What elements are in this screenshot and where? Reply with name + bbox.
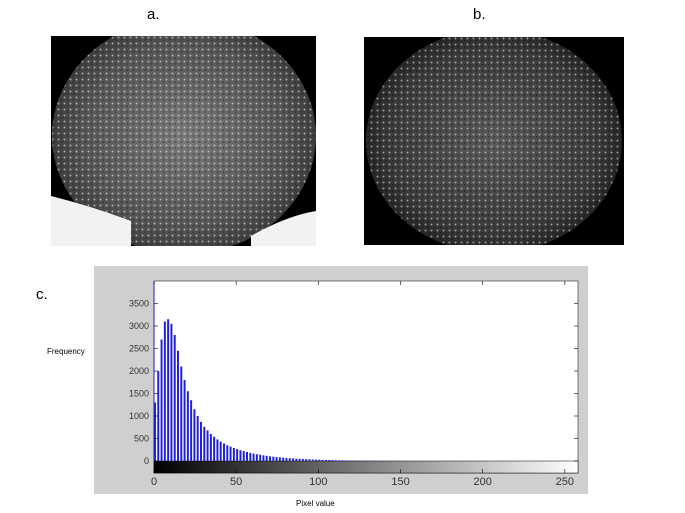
histogram-bar [242, 451, 245, 461]
histogram-bar [183, 380, 186, 461]
histogram-bar [305, 459, 308, 461]
histogram-bar [173, 335, 176, 461]
y-tick-label: 3500 [129, 299, 149, 309]
x-tick-label: 200 [474, 476, 492, 488]
histogram-bar [347, 460, 350, 461]
histogram-bar [180, 366, 183, 461]
histogram-bar [255, 454, 258, 461]
histogram-bar [318, 459, 321, 461]
histogram-bar [285, 457, 288, 461]
histogram-bar [196, 416, 199, 461]
histogram-bar [246, 452, 249, 461]
histogram-bar [315, 459, 318, 461]
histogram-bar [163, 321, 166, 461]
histogram-bar [223, 443, 225, 461]
histogram-bar [236, 449, 239, 461]
y-tick-label: 500 [134, 434, 149, 444]
histogram-bar [177, 350, 179, 461]
colorbar [153, 460, 579, 474]
histogram-bar [351, 460, 354, 461]
histogram-bar [167, 319, 170, 461]
histogram-bar [334, 460, 337, 461]
panel-b-label: b. [473, 6, 486, 23]
histogram-bar [239, 450, 242, 461]
histogram-bar [160, 339, 163, 461]
histogram-bar [200, 421, 202, 461]
histogram-bar [186, 391, 189, 461]
y-tick-label: 2000 [129, 366, 149, 376]
histogram-bar [324, 459, 327, 461]
image-a [51, 36, 316, 246]
histogram-bar [331, 460, 334, 461]
y-tick-label: 0 [144, 456, 149, 466]
histogram-bar [301, 459, 304, 461]
x-axis-label: Pixel value [296, 499, 335, 508]
histogram-bar [229, 446, 232, 461]
histogram-bar [311, 459, 314, 461]
image-b [364, 37, 624, 245]
x-tick-label: 100 [309, 476, 327, 488]
histogram-bar [190, 400, 193, 461]
y-tick-label: 3000 [129, 321, 149, 331]
histogram-bar [206, 430, 209, 461]
histogram-bar [338, 460, 341, 461]
retina-image-b [364, 37, 624, 245]
histogram-bar [298, 458, 301, 461]
histogram-bar [265, 455, 268, 461]
histogram-bar [154, 402, 156, 461]
histogram-bar [344, 460, 347, 461]
x-tick-label: 50 [230, 476, 242, 488]
histogram-bar [249, 452, 252, 461]
histogram-bar [269, 456, 272, 461]
plot-area [153, 280, 579, 474]
histogram-bar [209, 434, 212, 461]
y-tick-label: 2500 [129, 344, 149, 354]
y-tick-label: 1500 [129, 389, 149, 399]
panel-a-label: a. [147, 6, 160, 23]
histogram-bar [259, 454, 262, 461]
histogram-bar [308, 459, 311, 461]
histogram-bar [216, 439, 219, 461]
x-tick-label: 150 [391, 476, 409, 488]
histogram-bar [213, 436, 216, 461]
histogram-bar [226, 445, 229, 461]
histogram-bar [232, 447, 235, 461]
histogram-bar [295, 458, 298, 461]
histogram-bar [292, 458, 295, 461]
histogram-bar [278, 457, 281, 461]
panel-c-label: c. [36, 286, 48, 303]
histogram-bar [341, 460, 344, 461]
histogram-bar [328, 460, 331, 461]
y-axis-label: Frequency [47, 347, 85, 356]
histogram-bar [321, 459, 324, 461]
histogram-bar [282, 457, 285, 461]
histogram-bar [170, 323, 173, 461]
histogram-bar [272, 456, 275, 461]
histogram-bar [288, 458, 291, 461]
histogram-bar [275, 457, 278, 461]
y-tick-label: 1000 [129, 411, 149, 421]
histogram-bar [157, 371, 160, 461]
histogram-bar [193, 409, 196, 461]
x-tick-label: 0 [151, 476, 157, 488]
retina-image-a [51, 36, 316, 246]
histogram-bar [262, 455, 265, 461]
histogram-bar [219, 441, 222, 461]
x-tick-label: 250 [556, 476, 574, 488]
histogram-bar [203, 426, 206, 461]
histogram-bar [252, 453, 255, 461]
